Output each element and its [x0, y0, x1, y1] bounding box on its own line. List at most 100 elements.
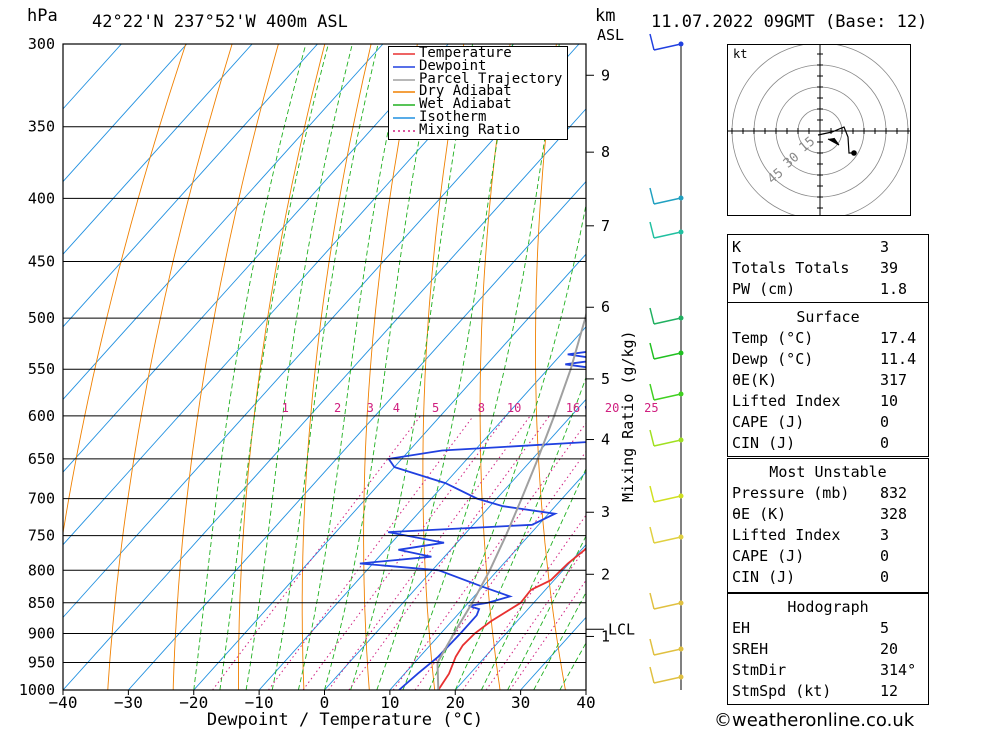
- x-tick-label: −30: [114, 693, 143, 712]
- table-row: CAPE (J) 0: [728, 545, 928, 566]
- pressure-tick-label: 700: [28, 490, 55, 508]
- pressure-tick-label: 400: [28, 189, 55, 207]
- hodograph-ring-label: 45: [765, 166, 787, 188]
- mixing-ratio-line: [328, 415, 531, 690]
- legend-item: Temperature: [389, 46, 567, 60]
- table-row: Totals Totals 39: [728, 257, 928, 278]
- surface-table: Surface Temp (°C) 17.4 Dewp (°C) 11.4 θE(K) 31…: [728, 306, 928, 453]
- wind-barb-shaft: [653, 536, 682, 544]
- wind-barb-flag: [649, 592, 655, 610]
- km-tick-label: 4: [601, 431, 610, 449]
- pressure-tick-label: 950: [28, 653, 55, 671]
- wind-barb-flag: [649, 666, 655, 684]
- location-title: 42°22'N 237°52'W 400m ASL: [92, 12, 348, 32]
- mixing-ratio-label: 20: [605, 401, 619, 415]
- legend-swatch: [393, 129, 415, 132]
- table-row: StmDir 314°: [728, 659, 928, 680]
- isotherm-line: [324, 398, 586, 690]
- x-tick-label: 40: [576, 693, 595, 712]
- isotherm-line: [63, 44, 188, 183]
- mixing-ratio-line: [509, 579, 586, 690]
- wind-barb-flag: [649, 429, 655, 447]
- table-row: CIN (J) 0: [728, 432, 928, 453]
- wind-barb-shaft: [653, 495, 682, 503]
- table-row: Lifted Index 3: [728, 524, 928, 545]
- wind-barb-shaft: [653, 317, 682, 325]
- table-value-cell: 0: [880, 412, 890, 431]
- copyright-footer: ©weatheronline.co.uk: [714, 710, 915, 731]
- mixing-ratio-line: [212, 415, 421, 690]
- dewpoint-line: [359, 351, 586, 690]
- pressure-tick-label: 500: [28, 309, 55, 327]
- isotherm-line: [128, 180, 586, 690]
- mixing-ratio-label: 8: [478, 401, 485, 415]
- legend-swatch: [393, 91, 415, 94]
- wind-barb-flag: [649, 526, 655, 544]
- x-tick-label: 30: [511, 693, 530, 712]
- wet-adiabat-line: [324, 44, 438, 690]
- dry-adiabat-line: [63, 44, 187, 536]
- isotherm-line: [258, 326, 586, 690]
- mixing-ratio-label: 16: [566, 401, 580, 415]
- table-row: CAPE (J) 0: [728, 411, 928, 432]
- table-value-cell: 328: [880, 504, 908, 523]
- dry-adiabat-line: [641, 44, 696, 690]
- legend-item: Mixing Ratio: [389, 123, 567, 137]
- table-row: PW (cm) 1.8: [728, 278, 928, 299]
- table-section-title-cell: Most Unstable: [769, 462, 887, 481]
- surface-table-box: Surface Temp (°C) 17.4 Dewp (°C) 11.4 θE(K) 31…: [727, 302, 929, 457]
- wind-barb-flag: [649, 33, 655, 51]
- table-value-cell: 832: [880, 483, 908, 502]
- indices-table-box: K 3 Totals Totals 39 PW (cm) 1.8: [727, 234, 929, 303]
- wind-barb-flag: [649, 221, 655, 239]
- table-key-cell: θE(K): [732, 370, 778, 389]
- table-key-cell: Totals Totals: [732, 258, 850, 277]
- table-value-cell: 314°: [880, 660, 917, 679]
- wet-adiabat-line: [533, 591, 586, 690]
- table-key-cell: CAPE (J): [732, 546, 805, 565]
- isotherm-line: [389, 471, 586, 690]
- isotherm-line: [63, 44, 449, 473]
- table-key-cell: K: [732, 237, 742, 256]
- dry-adiabat-line: [535, 44, 566, 690]
- table-value-cell: 10: [880, 391, 899, 410]
- legend-swatch: [393, 65, 415, 68]
- km-tick-label: 9: [601, 66, 610, 84]
- dry-adiabat-line: [927, 44, 1000, 690]
- x-tick-label: 10: [380, 693, 399, 712]
- table-row: Dewp (°C) 11.4: [728, 348, 928, 369]
- mixing-ratio-label: 25: [644, 401, 658, 415]
- mixing-ratio-label: 10: [507, 401, 521, 415]
- wind-barb-shaft: [653, 43, 682, 51]
- most-unstable-table-box: Most Unstable Pressure (mb) 832 θE (K) 328 Li…: [727, 458, 929, 593]
- legend-label: Wet Adiabat: [419, 96, 512, 113]
- lcl-label: LCL: [608, 620, 635, 638]
- pressure-tick-label: 450: [28, 253, 55, 271]
- wind-barb-shaft: [653, 352, 682, 360]
- legend-swatch: [393, 104, 415, 106]
- legend-item: Wet Adiabat: [389, 96, 567, 113]
- storm-motion-arrow: [827, 137, 840, 146]
- pressure-tick-label: 300: [28, 35, 55, 53]
- temperature-line: [437, 546, 586, 690]
- legend-item: Dewpoint: [389, 59, 567, 73]
- x-tick-label: 0: [320, 693, 330, 712]
- isotherm-line: [63, 44, 122, 110]
- dry-adiabat-line: [107, 44, 233, 690]
- mixing-ratio-label: 4: [393, 401, 400, 415]
- table-row: Temp (°C) 17.4: [728, 327, 928, 348]
- table-key-cell: Dewp (°C): [732, 349, 814, 368]
- dry-adiabat-line: [363, 44, 418, 690]
- mixing-ratio-label: 1: [282, 401, 289, 415]
- plot-frame: [62, 43, 587, 691]
- wet-adiabat-line: [219, 44, 329, 690]
- table-key-cell: Lifted Index: [732, 391, 841, 410]
- km-tick-label: 1: [601, 627, 610, 645]
- wind-barb-shaft: [653, 676, 682, 684]
- mixing-ratio-label: 2: [334, 401, 341, 415]
- wet-adiabat-line: [480, 467, 586, 690]
- table-value-cell: 1.8: [880, 279, 908, 298]
- x-tick-label: 20: [446, 693, 465, 712]
- table-row: Lifted Index 10: [728, 390, 928, 411]
